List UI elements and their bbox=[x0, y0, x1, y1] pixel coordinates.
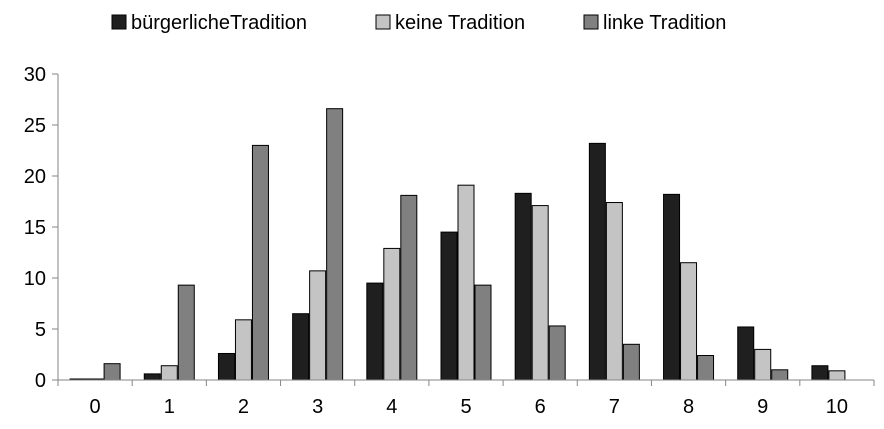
bars bbox=[69, 108, 846, 381]
y-tick-label: 25 bbox=[24, 115, 46, 137]
y-tick-label: 5 bbox=[35, 319, 46, 341]
bar bbox=[326, 108, 344, 381]
bar bbox=[103, 363, 121, 381]
x-tick-label: 6 bbox=[535, 396, 546, 418]
bar bbox=[548, 325, 566, 381]
bar bbox=[160, 365, 178, 381]
legend: bürgerlicheTradition keine Tradition linke… bbox=[111, 12, 726, 34]
legend-label: keine Tradition bbox=[395, 12, 525, 34]
bar bbox=[143, 373, 161, 381]
x-tick-label: 0 bbox=[90, 396, 101, 418]
bar bbox=[309, 270, 327, 381]
y-axis: 0 5 10 15 20 25 30 bbox=[24, 64, 59, 392]
bar bbox=[457, 184, 475, 381]
x-tick-label: 10 bbox=[826, 396, 848, 418]
x-tick-label: 8 bbox=[683, 396, 694, 418]
x-tick-label: 4 bbox=[386, 396, 397, 418]
bar bbox=[292, 313, 310, 381]
bar bbox=[177, 284, 195, 381]
x-tick-label: 7 bbox=[609, 396, 620, 418]
legend-swatch bbox=[583, 14, 599, 30]
bar bbox=[217, 352, 235, 381]
bar bbox=[400, 194, 418, 381]
bar bbox=[234, 319, 252, 381]
bar bbox=[811, 365, 829, 381]
x-tick-label: 5 bbox=[460, 396, 471, 418]
bar bbox=[622, 343, 640, 381]
bar bbox=[663, 193, 681, 381]
x-tick-label: 2 bbox=[238, 396, 249, 418]
y-tick-label: 0 bbox=[35, 370, 46, 392]
bar bbox=[366, 282, 384, 381]
bar bbox=[737, 326, 755, 381]
legend-label: bürgerlicheTradition bbox=[131, 12, 307, 34]
x-tick-label: 3 bbox=[312, 396, 323, 418]
x-axis: 0 1 2 3 4 5 6 7 8 9 10 bbox=[57, 379, 875, 418]
bar bbox=[605, 202, 623, 381]
bar bbox=[514, 192, 532, 381]
bar bbox=[588, 142, 606, 381]
y-tick-label: 15 bbox=[24, 217, 46, 239]
bar bbox=[251, 144, 269, 381]
y-tick-label: 30 bbox=[24, 64, 46, 86]
y-tick-label: 10 bbox=[24, 268, 46, 290]
legend-swatch bbox=[111, 14, 127, 30]
y-tick-label: 20 bbox=[24, 166, 46, 188]
bar bbox=[697, 355, 715, 381]
bar bbox=[771, 369, 789, 381]
x-tick-label: 9 bbox=[757, 396, 768, 418]
legend-swatch bbox=[375, 14, 391, 30]
legend-label: linke Tradition bbox=[603, 12, 726, 34]
x-tick-label: 1 bbox=[164, 396, 175, 418]
bar bbox=[440, 231, 458, 381]
bar bbox=[383, 247, 401, 381]
bar bbox=[828, 370, 846, 381]
bar bbox=[754, 348, 772, 381]
bar bbox=[680, 262, 698, 381]
bar bbox=[474, 284, 492, 381]
bar bbox=[531, 205, 549, 381]
